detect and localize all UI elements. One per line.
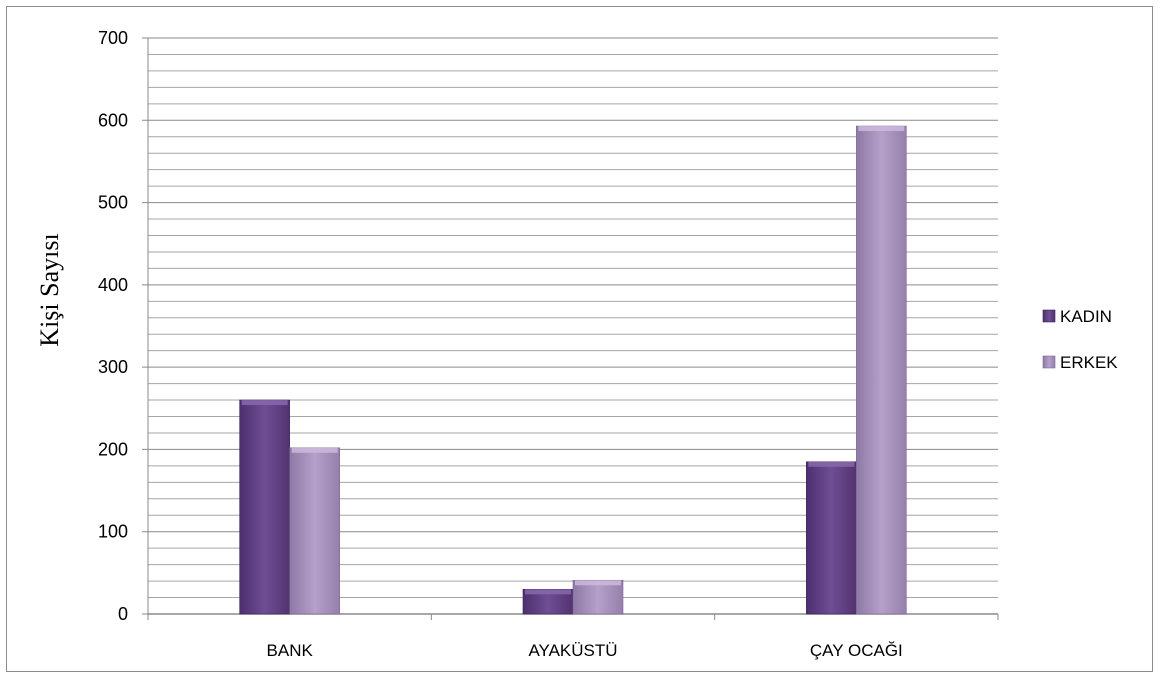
bar-top-bevel: [525, 589, 571, 595]
chart-frame: [6, 6, 1153, 672]
x-category-label: ÇAY OCAĞI: [810, 641, 903, 660]
legend-label-erkek: ERKEK: [1060, 353, 1118, 372]
bar-top-bevel: [858, 126, 905, 132]
bars: [239, 125, 907, 615]
y-tick-label: 200: [98, 439, 128, 459]
legend-swatch-kadin: [1042, 309, 1056, 323]
y-tick-label: 700: [98, 28, 128, 48]
y-tick-label: 100: [98, 522, 128, 542]
bar-top-bevel: [241, 400, 288, 406]
y-axis-title: Kişi Sayısı: [35, 233, 64, 346]
bar-top-bevel: [291, 447, 338, 453]
bar-kadin-3: [806, 461, 857, 615]
bar-top-bevel: [808, 461, 855, 467]
legend-label-kadin: KADIN: [1060, 307, 1112, 326]
x-category-label: AYAKÜSTÜ: [528, 641, 617, 660]
bar-top-bevel: [575, 580, 621, 586]
y-tick-label: 400: [98, 275, 128, 295]
y-tick-label: 0: [118, 604, 128, 624]
x-category-label: BANK: [267, 641, 314, 660]
y-tick-label: 300: [98, 357, 128, 377]
bar-erkek-3: [856, 125, 907, 615]
bar-erkek-1: [289, 447, 340, 615]
y-tick-label: 500: [98, 193, 128, 213]
legend: KADIN ERKEK: [1042, 307, 1118, 372]
legend-swatch-erkek: [1042, 355, 1056, 369]
bar-erkek-2: [572, 579, 624, 615]
y-tick-label: 600: [98, 110, 128, 130]
bar-kadin-1: [239, 399, 290, 615]
